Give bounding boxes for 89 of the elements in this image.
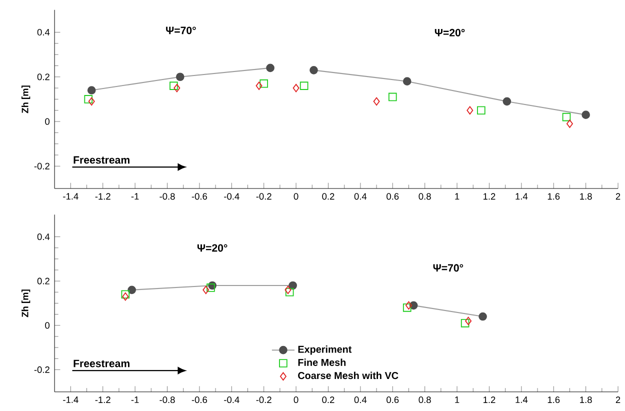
legend-label: Fine Mesh: [298, 358, 346, 366]
x-tick-label: 0.4: [354, 193, 367, 200]
x-tick-label: 0.2: [322, 396, 334, 404]
x-tick-label: 0.6: [386, 396, 399, 404]
point: [176, 72, 184, 82]
x-tick-label: 2: [616, 396, 620, 404]
annotation: Freestream: [74, 156, 130, 164]
x-tick-label: 0.2: [322, 193, 334, 200]
x-tick-label: 1: [455, 396, 460, 404]
point: [256, 82, 262, 90]
point: [202, 286, 210, 294]
x-tick-label: -1.2: [95, 193, 110, 200]
x-tick-label: -1.4: [63, 396, 78, 404]
x-tick-label: 0.6: [386, 193, 399, 200]
point: [310, 66, 318, 75]
legend-label: Experiment: [298, 346, 352, 355]
point: [402, 77, 412, 86]
point: [460, 319, 470, 328]
point: [128, 286, 136, 294]
point: [174, 84, 180, 92]
point: [266, 64, 274, 72]
y-tick-label: 0.4: [37, 234, 50, 240]
point: [87, 86, 96, 95]
x-tick-label: 1: [455, 193, 460, 200]
x-tick-label: -0.6: [192, 193, 208, 200]
legend-label: Coarse Mesh with VC: [298, 372, 398, 380]
x-tick-label: 0.4: [354, 396, 367, 404]
y-tick-label: 0: [45, 322, 50, 329]
x-tick-label: 1.8: [580, 193, 592, 200]
x-tick-label: -0.2: [256, 193, 272, 200]
y-tick-label: 0.2: [37, 74, 50, 80]
point: [566, 120, 573, 128]
point: [477, 106, 486, 115]
point: [260, 80, 268, 88]
point: [466, 106, 474, 115]
point: [88, 97, 95, 106]
point: [388, 92, 397, 102]
annotation: Freestream: [74, 360, 130, 368]
y-tick-label: 0.2: [37, 278, 50, 284]
point: [284, 286, 292, 294]
point: [502, 97, 512, 106]
y-tick-label: 0: [45, 118, 50, 125]
x-tick-label: 1.8: [580, 396, 592, 404]
x-tick-label: 1.2: [484, 396, 496, 404]
y-tick-label: -0.2: [34, 366, 50, 374]
x-tick-label: 1.6: [548, 396, 560, 404]
point: [206, 284, 215, 292]
x-tick-label: -1: [131, 396, 139, 404]
point: [292, 84, 300, 92]
point: [478, 312, 487, 321]
annotation: Ψ=70°: [433, 264, 464, 272]
point: [170, 82, 178, 90]
x-tick-label: 1.4: [516, 193, 528, 200]
point: [122, 292, 129, 301]
x-tick-label: 0: [294, 193, 298, 200]
y-axis-title: Zh [m]: [22, 290, 30, 318]
x-tick-label: 1.2: [484, 193, 496, 200]
point: [402, 304, 412, 312]
point: [582, 110, 590, 120]
point: [84, 95, 93, 104]
y-axis-title: Zh [m]: [22, 86, 30, 114]
point: [285, 288, 294, 296]
point: [121, 290, 130, 299]
x-tick-label: 0: [294, 396, 298, 404]
point: [562, 113, 571, 122]
annotation: Ψ=20°: [197, 244, 228, 252]
annotation: Ψ=20°: [434, 29, 465, 37]
x-tick-label: -0.4: [224, 193, 240, 200]
y-tick-label: -0.2: [34, 163, 50, 170]
x-tick-label: -0.2: [256, 396, 272, 404]
x-tick-label: -1.4: [63, 193, 78, 200]
point: [405, 301, 412, 310]
point: [373, 97, 380, 106]
annotation: Ψ=70°: [166, 26, 196, 34]
point: [465, 316, 472, 326]
point: [300, 82, 308, 90]
x-tick-label: -0.4: [224, 396, 240, 404]
x-tick-label: -1.2: [95, 396, 110, 404]
x-tick-label: 1.6: [548, 193, 560, 200]
x-tick-label: -1: [131, 193, 139, 200]
x-tick-label: 2: [616, 193, 620, 200]
x-tick-label: 0.8: [418, 193, 431, 200]
x-tick-label: -0.6: [192, 396, 208, 404]
x-tick-label: -0.8: [160, 193, 175, 200]
y-tick-label: 0.4: [37, 29, 50, 36]
x-tick-label: -0.8: [160, 396, 175, 404]
point: [288, 281, 297, 290]
x-tick-label: 0.8: [418, 396, 431, 404]
x-tick-label: 1.4: [516, 396, 528, 404]
